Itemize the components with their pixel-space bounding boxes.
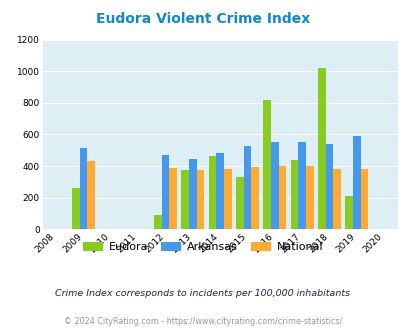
Bar xyxy=(161,155,169,229)
Bar xyxy=(345,196,352,229)
Bar xyxy=(271,142,278,229)
Text: © 2024 CityRating.com - https://www.cityrating.com/crime-statistics/: © 2024 CityRating.com - https://www.city… xyxy=(64,317,341,326)
Bar xyxy=(352,136,360,229)
Bar xyxy=(87,161,95,229)
Bar xyxy=(360,169,367,229)
Bar xyxy=(317,68,325,229)
Bar xyxy=(196,170,204,229)
Bar xyxy=(181,170,189,229)
Bar xyxy=(72,188,80,229)
Bar xyxy=(305,166,313,229)
Bar xyxy=(325,144,333,229)
Text: Crime Index corresponds to incidents per 100,000 inhabitants: Crime Index corresponds to incidents per… xyxy=(55,289,350,298)
Bar xyxy=(154,215,161,229)
Bar xyxy=(298,142,305,229)
Bar xyxy=(290,160,298,229)
Bar xyxy=(333,169,340,229)
Bar xyxy=(236,177,243,229)
Text: Eudora Violent Crime Index: Eudora Violent Crime Index xyxy=(96,12,309,25)
Legend: Eudora, Arkansas, National: Eudora, Arkansas, National xyxy=(78,238,327,257)
Bar xyxy=(208,156,216,229)
Bar xyxy=(216,153,224,229)
Bar xyxy=(251,167,258,229)
Bar xyxy=(243,146,251,229)
Bar xyxy=(189,159,196,229)
Bar xyxy=(263,100,271,229)
Bar xyxy=(80,148,87,229)
Bar xyxy=(224,169,231,229)
Bar xyxy=(169,168,177,229)
Bar xyxy=(278,166,286,229)
